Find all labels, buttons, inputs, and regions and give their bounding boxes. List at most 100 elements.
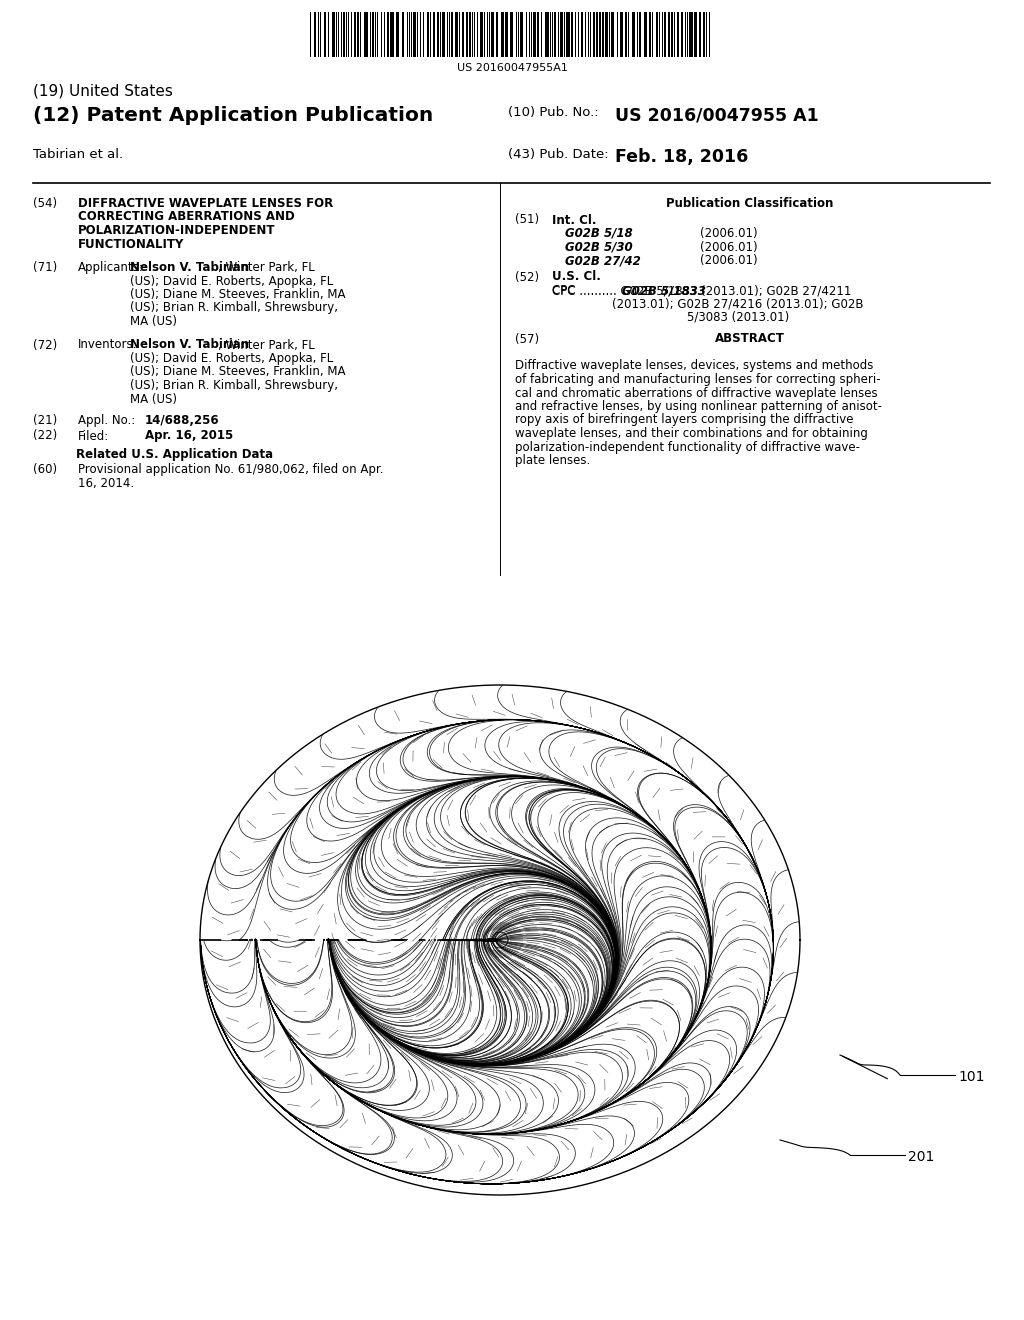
Text: polarization-independent functionality of diffractive wave-: polarization-independent functionality o… bbox=[515, 441, 860, 454]
Text: Inventors:: Inventors: bbox=[78, 338, 137, 351]
Text: (US); David E. Roberts, Apopka, FL: (US); David E. Roberts, Apopka, FL bbox=[130, 275, 333, 288]
Bar bbox=[462, 12, 464, 57]
Text: ABSTRACT: ABSTRACT bbox=[715, 333, 785, 346]
Bar bbox=[332, 12, 335, 57]
Bar bbox=[402, 12, 404, 57]
Bar bbox=[699, 12, 701, 57]
Bar bbox=[681, 12, 683, 57]
Text: Filed:: Filed: bbox=[78, 429, 110, 442]
Bar bbox=[599, 12, 601, 57]
Bar bbox=[560, 12, 563, 57]
Text: (10) Pub. No.:: (10) Pub. No.: bbox=[508, 106, 599, 119]
Bar bbox=[490, 12, 494, 57]
Bar bbox=[466, 12, 468, 57]
Text: Apr. 16, 2015: Apr. 16, 2015 bbox=[145, 429, 233, 442]
Text: 16, 2014.: 16, 2014. bbox=[78, 477, 134, 490]
Text: Provisional application No. 61/980,062, filed on Apr.: Provisional application No. 61/980,062, … bbox=[78, 463, 384, 477]
Bar bbox=[433, 12, 435, 57]
Text: , Winter Park, FL: , Winter Park, FL bbox=[218, 338, 315, 351]
Bar bbox=[510, 12, 513, 57]
Bar bbox=[354, 12, 356, 57]
Text: Nelson V. Tabirian: Nelson V. Tabirian bbox=[130, 338, 249, 351]
Bar bbox=[545, 12, 549, 57]
Text: (43) Pub. Date:: (43) Pub. Date: bbox=[508, 148, 608, 161]
Text: (19) United States: (19) United States bbox=[33, 83, 173, 98]
Bar bbox=[625, 12, 627, 57]
Text: G02B 5/18: G02B 5/18 bbox=[565, 227, 633, 240]
Bar bbox=[605, 12, 608, 57]
Bar bbox=[593, 12, 595, 57]
Text: Nelson V. Tabirian: Nelson V. Tabirian bbox=[130, 261, 249, 275]
Bar bbox=[314, 12, 316, 57]
Text: of fabricating and manufacturing lenses for correcting spheri-: of fabricating and manufacturing lenses … bbox=[515, 374, 881, 385]
Bar bbox=[390, 12, 394, 57]
Bar bbox=[357, 12, 359, 57]
Bar bbox=[671, 12, 673, 57]
Text: , Winter Park, FL: , Winter Park, FL bbox=[218, 261, 315, 275]
Text: Related U.S. Application Data: Related U.S. Application Data bbox=[77, 447, 273, 461]
Bar bbox=[566, 12, 570, 57]
Text: Int. Cl.: Int. Cl. bbox=[552, 214, 597, 227]
Bar bbox=[632, 12, 635, 57]
Bar bbox=[677, 12, 679, 57]
Text: (22): (22) bbox=[33, 429, 57, 442]
Text: (US); David E. Roberts, Apopka, FL: (US); David E. Roberts, Apopka, FL bbox=[130, 352, 333, 366]
Text: US 2016/0047955 A1: US 2016/0047955 A1 bbox=[615, 106, 819, 124]
Text: (12) Patent Application Publication: (12) Patent Application Publication bbox=[33, 106, 433, 125]
Text: waveplate lenses, and their combinations and for obtaining: waveplate lenses, and their combinations… bbox=[515, 426, 868, 440]
Text: cal and chromatic aberrations of diffractive waveplate lenses: cal and chromatic aberrations of diffrac… bbox=[515, 387, 878, 400]
Bar bbox=[537, 12, 539, 57]
Bar bbox=[694, 12, 697, 57]
Text: plate lenses.: plate lenses. bbox=[515, 454, 590, 467]
Bar bbox=[451, 12, 453, 57]
Text: U.S. Cl.: U.S. Cl. bbox=[552, 271, 601, 284]
Bar bbox=[620, 12, 623, 57]
Text: MA (US): MA (US) bbox=[130, 392, 177, 405]
Text: Tabirian et al.: Tabirian et al. bbox=[33, 148, 123, 161]
Text: US 20160047955A1: US 20160047955A1 bbox=[457, 63, 567, 73]
Bar bbox=[703, 12, 705, 57]
Text: 101: 101 bbox=[958, 1071, 984, 1084]
Text: (US); Diane M. Steeves, Franklin, MA: (US); Diane M. Steeves, Franklin, MA bbox=[130, 288, 345, 301]
Bar bbox=[644, 12, 647, 57]
Text: 201: 201 bbox=[908, 1150, 934, 1164]
Bar bbox=[520, 12, 523, 57]
Bar bbox=[396, 12, 399, 57]
Text: Applicants:: Applicants: bbox=[78, 261, 143, 275]
Bar bbox=[534, 12, 536, 57]
Bar bbox=[611, 12, 614, 57]
Bar bbox=[496, 12, 498, 57]
Text: ropy axis of birefringent layers comprising the diffractive: ropy axis of birefringent layers compris… bbox=[515, 413, 853, 426]
Text: Diffractive waveplate lenses, devices, systems and methods: Diffractive waveplate lenses, devices, s… bbox=[515, 359, 873, 372]
Text: (US); Brian R. Kimball, Shrewsbury,: (US); Brian R. Kimball, Shrewsbury, bbox=[130, 379, 338, 392]
Text: POLARIZATION-INDEPENDENT: POLARIZATION-INDEPENDENT bbox=[78, 224, 275, 238]
Bar bbox=[372, 12, 374, 57]
Bar bbox=[480, 12, 483, 57]
Bar bbox=[501, 12, 504, 57]
Text: (2006.01): (2006.01) bbox=[700, 227, 758, 240]
Bar bbox=[602, 12, 604, 57]
Text: (US); Diane M. Steeves, Franklin, MA: (US); Diane M. Steeves, Franklin, MA bbox=[130, 366, 345, 379]
Bar bbox=[689, 12, 693, 57]
Text: (2006.01): (2006.01) bbox=[700, 240, 758, 253]
Bar bbox=[581, 12, 583, 57]
Text: MA (US): MA (US) bbox=[130, 315, 177, 327]
Bar bbox=[505, 12, 508, 57]
Text: G02B 27/42: G02B 27/42 bbox=[565, 253, 641, 267]
Bar bbox=[639, 12, 641, 57]
Text: CORRECTING ABERRATIONS AND: CORRECTING ABERRATIONS AND bbox=[78, 210, 295, 223]
Text: DIFFRACTIVE WAVEPLATE LENSES FOR: DIFFRACTIVE WAVEPLATE LENSES FOR bbox=[78, 197, 333, 210]
Text: CPC .......... G02B 5/1833 (2013.01); G02B 27/4211: CPC .......... G02B 5/1833 (2013.01); G0… bbox=[552, 284, 851, 297]
Text: 5/3083 (2013.01): 5/3083 (2013.01) bbox=[552, 312, 790, 323]
Text: (US); Brian R. Kimball, Shrewsbury,: (US); Brian R. Kimball, Shrewsbury, bbox=[130, 301, 338, 314]
Bar bbox=[324, 12, 326, 57]
Bar bbox=[442, 12, 445, 57]
Text: (51): (51) bbox=[515, 214, 539, 227]
Bar bbox=[413, 12, 416, 57]
Text: (71): (71) bbox=[33, 261, 57, 275]
Text: (2013.01); G02B 27/4216 (2013.01); G02B: (2013.01); G02B 27/4216 (2013.01); G02B bbox=[552, 297, 863, 310]
Text: (60): (60) bbox=[33, 463, 57, 477]
Bar bbox=[387, 12, 389, 57]
Bar bbox=[455, 12, 458, 57]
Bar bbox=[427, 12, 429, 57]
